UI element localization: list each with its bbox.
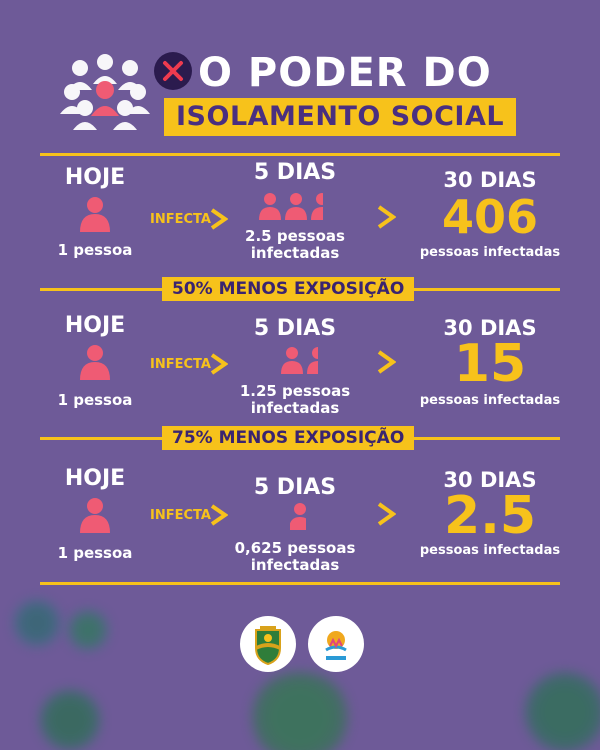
thirty-days-value: 2.5	[443, 486, 537, 546]
thirty-days-value: 406	[441, 190, 539, 244]
title-line2: ISOLAMENTO SOCIAL	[164, 98, 517, 136]
thirty-days-label: 30 DIAS	[443, 316, 537, 340]
thirty-days-caption: pessoas infectadas	[419, 245, 561, 260]
five-days-label: 5 DIAS	[253, 160, 337, 185]
infecta-label: INFECTA	[150, 357, 211, 372]
thirty-days-value: 15	[453, 334, 527, 394]
banner-50: 50% MENOS EXPOSIÇÃO	[162, 277, 415, 301]
person-icon	[80, 197, 110, 232]
person-icon	[80, 498, 110, 533]
five-days-caption-2: infectadas	[250, 399, 340, 417]
today-caption: 1 pessoa	[57, 544, 133, 562]
thirty-days-label: 30 DIAS	[443, 168, 537, 192]
people-group-icon	[281, 347, 318, 374]
crowd-icon	[60, 54, 150, 130]
virus-decoration-icon	[250, 672, 350, 750]
divider-line	[40, 582, 560, 585]
banner-75: 75% MENOS EXPOSIÇÃO	[162, 426, 415, 450]
five-days-caption-1: 1.25 pessoas	[239, 382, 351, 400]
today-label: HOJE	[64, 466, 126, 491]
arrow-right-icon	[377, 205, 396, 229]
five-days-caption-1: 0,625 pessoas	[234, 539, 356, 557]
virus-decoration-icon	[40, 690, 100, 750]
arrow-right-icon	[210, 353, 228, 375]
thirty-days-label: 30 DIAS	[443, 468, 537, 492]
arrow-right-icon	[377, 350, 396, 374]
x-mark-icon	[154, 52, 192, 90]
title-line1: O PODER DO	[198, 50, 492, 96]
virus-decoration-icon	[525, 672, 600, 750]
person-icon	[80, 345, 110, 380]
today-label: HOJE	[64, 165, 126, 190]
five-days-caption-1: 2.5 pessoas	[245, 227, 345, 245]
partial-person-icon	[290, 503, 306, 530]
thirty-days-caption: pessoas infectadas	[419, 393, 561, 408]
divider-line	[40, 153, 560, 156]
arrow-right-icon	[377, 502, 396, 526]
virus-decoration-icon	[14, 600, 60, 646]
today-caption: 1 pessoa	[57, 241, 133, 259]
people-group-icon	[259, 193, 323, 220]
title-block: O PODER DO	[50, 44, 570, 130]
unicef-municipio-aprovado-icon	[308, 616, 364, 672]
five-days-caption-2: infectadas	[250, 556, 340, 574]
arrow-right-icon	[210, 208, 228, 230]
five-days-label: 5 DIAS	[253, 475, 337, 500]
infecta-label: INFECTA	[150, 508, 211, 523]
infecta-label: INFECTA	[150, 212, 211, 227]
five-days-caption-2: infectadas	[250, 244, 340, 262]
arrow-right-icon	[210, 504, 228, 526]
today-label: HOJE	[64, 313, 126, 338]
municipal-crest-icon	[240, 616, 296, 672]
five-days-label: 5 DIAS	[253, 316, 337, 341]
today-caption: 1 pessoa	[57, 391, 133, 409]
thirty-days-caption: pessoas infectadas	[419, 543, 561, 558]
virus-decoration-icon	[68, 610, 108, 650]
